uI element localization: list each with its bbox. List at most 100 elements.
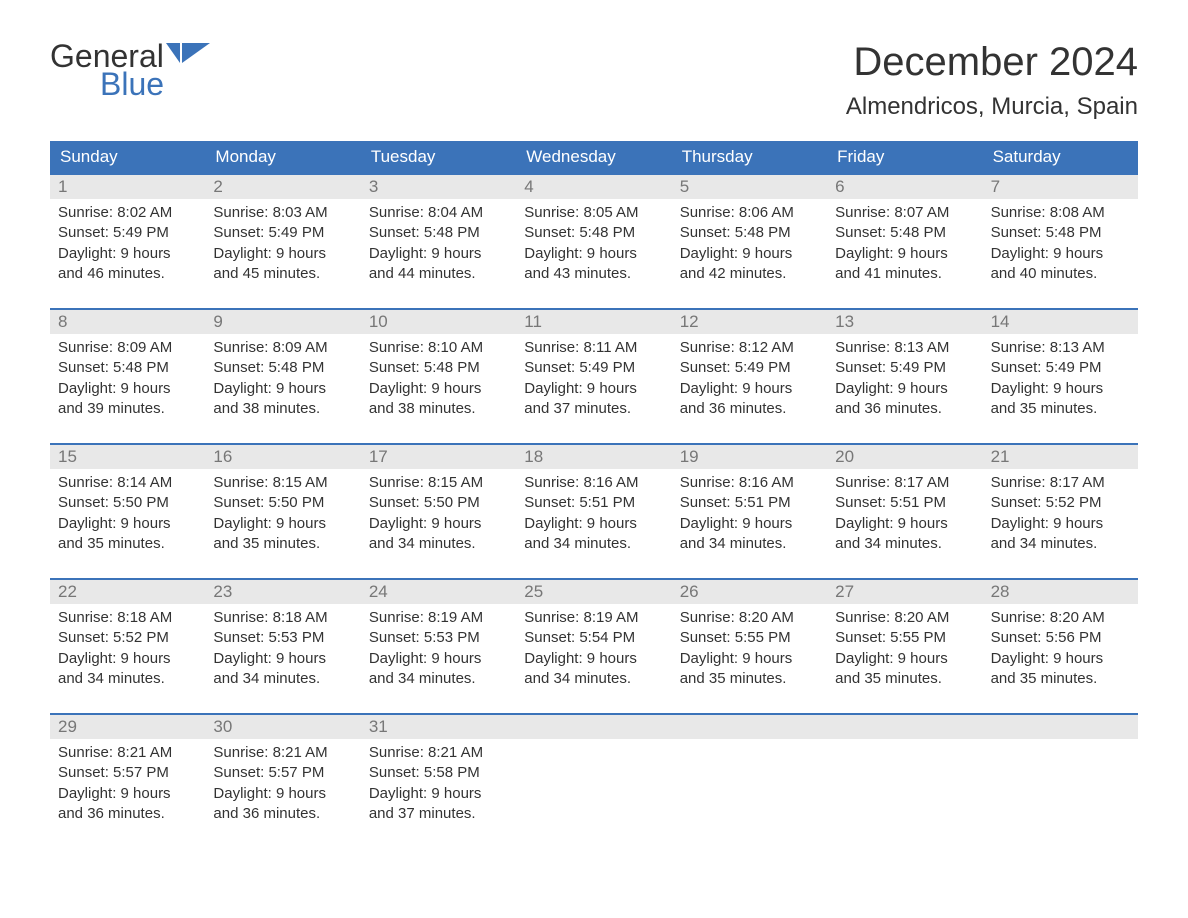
day-number: 30 xyxy=(205,715,360,739)
day-number: 8 xyxy=(50,310,205,334)
dow-cell: Monday xyxy=(205,141,360,173)
daynum-row: 22232425262728 xyxy=(50,580,1138,604)
day-number: 27 xyxy=(827,580,982,604)
day-line: Sunset: 5:48 PM xyxy=(369,358,508,378)
day-cell: Sunrise: 8:21 AMSunset: 5:57 PMDaylight:… xyxy=(205,739,360,830)
day-line: Sunrise: 8:16 AM xyxy=(524,473,663,493)
day-number: 7 xyxy=(983,175,1138,199)
day-line: Daylight: 9 hours xyxy=(991,244,1130,264)
day-line: Sunrise: 8:19 AM xyxy=(524,608,663,628)
day-line: Sunrise: 8:21 AM xyxy=(369,743,508,763)
day-line: and 34 minutes. xyxy=(991,534,1130,554)
day-line: Sunset: 5:50 PM xyxy=(369,493,508,513)
day-number xyxy=(672,715,827,739)
day-line: Sunrise: 8:20 AM xyxy=(991,608,1130,628)
day-cell xyxy=(672,739,827,830)
day-cell xyxy=(516,739,671,830)
day-line: Sunset: 5:56 PM xyxy=(991,628,1130,648)
day-line: Sunset: 5:49 PM xyxy=(58,223,197,243)
day-line: Daylight: 9 hours xyxy=(213,514,352,534)
day-line: Sunrise: 8:16 AM xyxy=(680,473,819,493)
day-line: and 35 minutes. xyxy=(991,669,1130,689)
day-line: Sunrise: 8:04 AM xyxy=(369,203,508,223)
day-line: and 35 minutes. xyxy=(680,669,819,689)
day-line: Sunset: 5:48 PM xyxy=(213,358,352,378)
day-cell: Sunrise: 8:13 AMSunset: 5:49 PMDaylight:… xyxy=(827,334,982,425)
day-line: Daylight: 9 hours xyxy=(58,514,197,534)
day-number: 16 xyxy=(205,445,360,469)
day-line: Sunrise: 8:12 AM xyxy=(680,338,819,358)
day-cell: Sunrise: 8:18 AMSunset: 5:53 PMDaylight:… xyxy=(205,604,360,695)
day-line: Sunset: 5:53 PM xyxy=(369,628,508,648)
day-line: Sunrise: 8:18 AM xyxy=(213,608,352,628)
day-line: Daylight: 9 hours xyxy=(213,379,352,399)
day-cell: Sunrise: 8:09 AMSunset: 5:48 PMDaylight:… xyxy=(205,334,360,425)
day-cell: Sunrise: 8:16 AMSunset: 5:51 PMDaylight:… xyxy=(516,469,671,560)
day-line: Sunset: 5:48 PM xyxy=(524,223,663,243)
day-cell: Sunrise: 8:15 AMSunset: 5:50 PMDaylight:… xyxy=(205,469,360,560)
day-cell: Sunrise: 8:07 AMSunset: 5:48 PMDaylight:… xyxy=(827,199,982,290)
day-cell: Sunrise: 8:19 AMSunset: 5:54 PMDaylight:… xyxy=(516,604,671,695)
day-number: 15 xyxy=(50,445,205,469)
week-row: 22232425262728Sunrise: 8:18 AMSunset: 5:… xyxy=(50,578,1138,695)
day-line: Sunset: 5:50 PM xyxy=(213,493,352,513)
day-number: 14 xyxy=(983,310,1138,334)
day-line: Sunrise: 8:05 AM xyxy=(524,203,663,223)
day-line: Sunrise: 8:09 AM xyxy=(58,338,197,358)
header: General Blue December 2024 Almendricos, … xyxy=(50,40,1138,121)
day-cell: Sunrise: 8:11 AMSunset: 5:49 PMDaylight:… xyxy=(516,334,671,425)
day-number: 6 xyxy=(827,175,982,199)
day-number: 28 xyxy=(983,580,1138,604)
day-line: Daylight: 9 hours xyxy=(991,649,1130,669)
day-line: Sunset: 5:53 PM xyxy=(213,628,352,648)
logo-text-blue: Blue xyxy=(100,68,210,100)
day-line: Sunset: 5:48 PM xyxy=(58,358,197,378)
day-line: Sunset: 5:52 PM xyxy=(991,493,1130,513)
day-cell: Sunrise: 8:09 AMSunset: 5:48 PMDaylight:… xyxy=(50,334,205,425)
day-line: Daylight: 9 hours xyxy=(524,379,663,399)
day-cell: Sunrise: 8:06 AMSunset: 5:48 PMDaylight:… xyxy=(672,199,827,290)
day-cell: Sunrise: 8:20 AMSunset: 5:55 PMDaylight:… xyxy=(672,604,827,695)
day-cell: Sunrise: 8:02 AMSunset: 5:49 PMDaylight:… xyxy=(50,199,205,290)
day-number xyxy=(983,715,1138,739)
day-line: Daylight: 9 hours xyxy=(369,514,508,534)
daynum-row: 1234567 xyxy=(50,175,1138,199)
day-line: Daylight: 9 hours xyxy=(369,244,508,264)
day-line: Sunrise: 8:15 AM xyxy=(213,473,352,493)
day-line: Daylight: 9 hours xyxy=(524,514,663,534)
day-line: and 45 minutes. xyxy=(213,264,352,284)
day-line: Daylight: 9 hours xyxy=(524,649,663,669)
day-line: Sunrise: 8:21 AM xyxy=(213,743,352,763)
day-number: 3 xyxy=(361,175,516,199)
day-number: 20 xyxy=(827,445,982,469)
day-line: Sunset: 5:55 PM xyxy=(835,628,974,648)
day-line: Sunset: 5:54 PM xyxy=(524,628,663,648)
day-line: and 38 minutes. xyxy=(369,399,508,419)
day-line: and 40 minutes. xyxy=(991,264,1130,284)
day-line: Sunrise: 8:02 AM xyxy=(58,203,197,223)
day-number: 25 xyxy=(516,580,671,604)
day-line: and 43 minutes. xyxy=(524,264,663,284)
day-cell: Sunrise: 8:16 AMSunset: 5:51 PMDaylight:… xyxy=(672,469,827,560)
day-line: Sunset: 5:48 PM xyxy=(835,223,974,243)
day-line: and 46 minutes. xyxy=(58,264,197,284)
day-number: 11 xyxy=(516,310,671,334)
day-line: Daylight: 9 hours xyxy=(835,379,974,399)
day-cell: Sunrise: 8:10 AMSunset: 5:48 PMDaylight:… xyxy=(361,334,516,425)
day-number: 5 xyxy=(672,175,827,199)
day-cell: Sunrise: 8:18 AMSunset: 5:52 PMDaylight:… xyxy=(50,604,205,695)
day-number: 24 xyxy=(361,580,516,604)
day-of-week-header: SundayMondayTuesdayWednesdayThursdayFrid… xyxy=(50,141,1138,173)
day-line: Sunrise: 8:10 AM xyxy=(369,338,508,358)
day-number: 10 xyxy=(361,310,516,334)
day-line: Sunrise: 8:09 AM xyxy=(213,338,352,358)
day-line: Sunset: 5:57 PM xyxy=(58,763,197,783)
day-line: and 35 minutes. xyxy=(835,669,974,689)
week-row: 1234567Sunrise: 8:02 AMSunset: 5:49 PMDa… xyxy=(50,173,1138,290)
dow-cell: Sunday xyxy=(50,141,205,173)
day-cell: Sunrise: 8:13 AMSunset: 5:49 PMDaylight:… xyxy=(983,334,1138,425)
day-number: 13 xyxy=(827,310,982,334)
day-line: Daylight: 9 hours xyxy=(680,244,819,264)
day-line: and 39 minutes. xyxy=(58,399,197,419)
day-line: Sunset: 5:55 PM xyxy=(680,628,819,648)
